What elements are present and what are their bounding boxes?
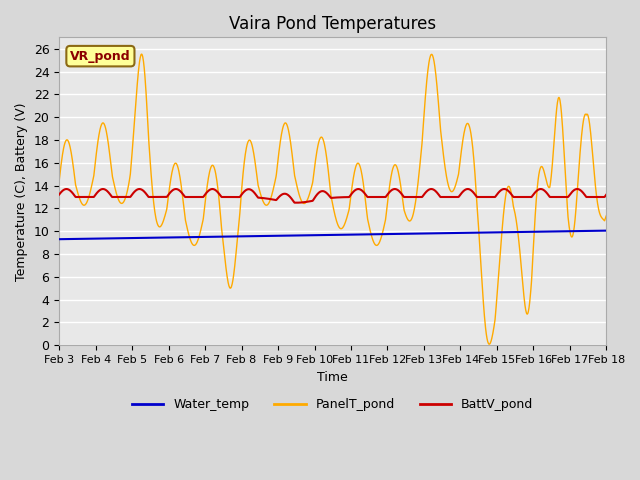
Legend: Water_temp, PanelT_pond, BattV_pond: Water_temp, PanelT_pond, BattV_pond	[127, 393, 538, 416]
X-axis label: Time: Time	[317, 371, 348, 384]
Y-axis label: Temperature (C), Battery (V): Temperature (C), Battery (V)	[15, 102, 28, 280]
Title: Vaira Pond Temperatures: Vaira Pond Temperatures	[229, 15, 436, 33]
Text: VR_pond: VR_pond	[70, 49, 131, 63]
